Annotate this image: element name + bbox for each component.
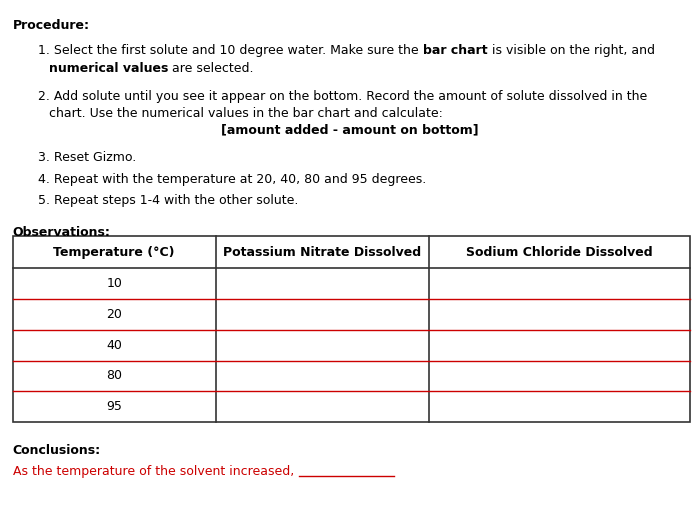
Text: 20: 20 xyxy=(106,308,122,321)
Text: Procedure:: Procedure: xyxy=(13,19,90,31)
Text: 1. Select the first solute and 10 degree water. Make sure the: 1. Select the first solute and 10 degree… xyxy=(38,44,423,57)
Text: chart. Use the numerical values in the bar chart and calculate:: chart. Use the numerical values in the b… xyxy=(49,107,443,119)
Text: As the temperature of the solvent increased,: As the temperature of the solvent increa… xyxy=(13,465,294,477)
Text: 95: 95 xyxy=(106,400,122,413)
Text: 4. Repeat with the temperature at 20, 40, 80 and 95 degrees.: 4. Repeat with the temperature at 20, 40… xyxy=(38,173,427,185)
Text: bar chart: bar chart xyxy=(423,44,488,57)
Text: are selected.: are selected. xyxy=(169,62,254,75)
Text: is visible on the right, and: is visible on the right, and xyxy=(488,44,654,57)
Text: Potassium Nitrate Dissolved: Potassium Nitrate Dissolved xyxy=(223,246,421,259)
Text: [amount added - amount on bottom]: [amount added - amount on bottom] xyxy=(221,124,479,136)
Text: 40: 40 xyxy=(106,339,122,352)
Text: Observations:: Observations: xyxy=(13,226,111,238)
Text: Sodium Chloride Dissolved: Sodium Chloride Dissolved xyxy=(466,246,652,259)
Text: 10: 10 xyxy=(106,277,122,290)
Text: 5. Repeat steps 1-4 with the other solute.: 5. Repeat steps 1-4 with the other solut… xyxy=(38,194,299,207)
Text: As the temperature of the solvent increased,: As the temperature of the solvent increa… xyxy=(13,465,294,477)
Bar xyxy=(13,236,690,422)
Text: 80: 80 xyxy=(106,370,122,382)
Text: Conclusions:: Conclusions: xyxy=(13,444,101,457)
Text: 3. Reset Gizmo.: 3. Reset Gizmo. xyxy=(38,151,136,164)
Text: 2. Add solute until you see it appear on the bottom. Record the amount of solute: 2. Add solute until you see it appear on… xyxy=(38,90,648,102)
Text: Temperature (°C): Temperature (°C) xyxy=(53,246,175,259)
Text: numerical values: numerical values xyxy=(49,62,169,75)
